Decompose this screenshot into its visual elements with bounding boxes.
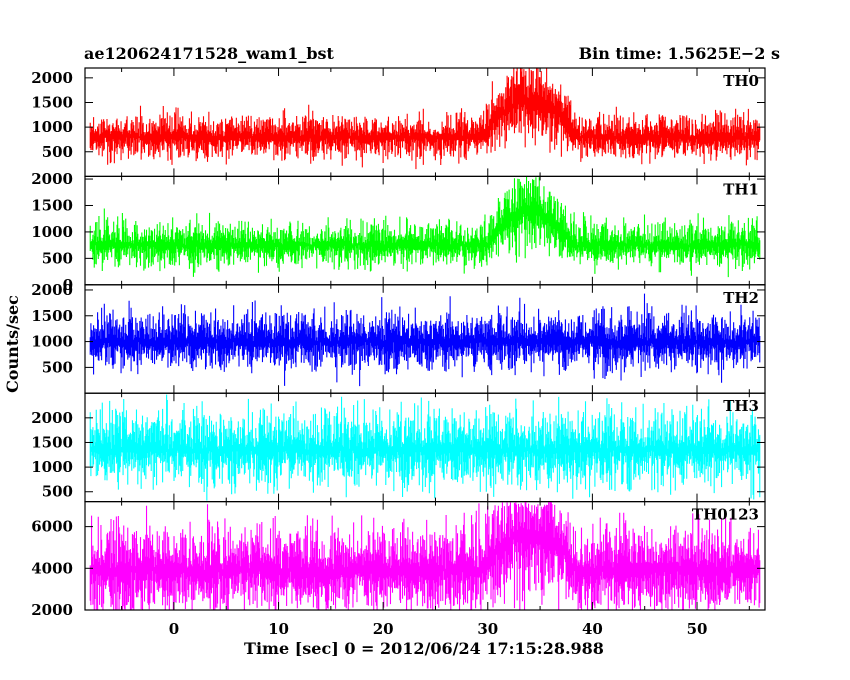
panel-label: TH3	[723, 397, 759, 415]
x-tick-label: 40	[582, 620, 603, 638]
series-th0	[89, 68, 761, 170]
series-th0123	[89, 501, 761, 611]
y-tick-label: 2000	[31, 281, 73, 299]
y-tick-label: 1000	[31, 223, 73, 241]
x-tick-labels: 0 10 20 30 40 50	[169, 620, 708, 638]
y-tick-label: 2000	[31, 601, 73, 619]
x-axis-label: Time [sec] 0 = 2012/06/24 17:15:28.988	[244, 639, 604, 658]
y-tick-label: 1500	[31, 93, 73, 111]
panel-th0123: 2000 4000 6000 TH0123	[31, 501, 766, 619]
y-tick-label: 1500	[31, 307, 73, 325]
series-th3	[89, 394, 761, 501]
x-tick-label: 10	[268, 620, 289, 638]
y-tick-label: 500	[42, 143, 73, 161]
y-tick-label: 1000	[31, 118, 73, 136]
panel-th3: 500 1000 1500 2000 TH3	[31, 392, 766, 503]
x-tick-label: 20	[373, 620, 394, 638]
y-tick-label: 500	[42, 483, 73, 501]
y-tick-label: 1500	[31, 196, 73, 214]
y-tick-label: 1500	[31, 433, 73, 451]
panels: 500 1000 1500 2000 TH0 0 500 1000 1500 2000 TH1 500…	[31, 67, 766, 619]
y-tick-label: 1000	[31, 333, 73, 351]
y-tick-label: 2000	[31, 69, 73, 87]
panel-label: TH1	[723, 180, 759, 198]
y-axis-label: Counts/sec	[3, 295, 22, 393]
file-name-title: ae120624171528_wam1_bst	[84, 44, 335, 63]
panel-label: TH0	[723, 72, 759, 90]
panel-th0: 500 1000 1500 2000 TH0	[31, 67, 766, 178]
panel-label: TH0123	[692, 506, 759, 524]
y-tick-label: 4000	[31, 559, 73, 577]
y-tick-label: 500	[42, 358, 73, 376]
panel-th1: 0 500 1000 1500 2000 TH1	[31, 170, 766, 294]
panel-label: TH2	[723, 289, 759, 307]
y-tick-label: 500	[42, 249, 73, 267]
y-tick-label: 1000	[31, 458, 73, 476]
y-tick-label: 6000	[31, 518, 73, 536]
y-tick-label: 0	[63, 276, 73, 294]
panel-frame	[84, 501, 766, 611]
y-tick-label: 2000	[31, 170, 73, 188]
x-tick-label: 30	[477, 620, 498, 638]
x-tick-label: 0	[169, 620, 179, 638]
series-th1	[89, 176, 761, 278]
y-tick-label: 2000	[31, 409, 73, 427]
series-th2	[89, 293, 761, 387]
bin-time-label: Bin time: 1.5625E−2 s	[579, 44, 780, 63]
panel-th2: 500 1000 1500 2000 TH2	[31, 281, 766, 394]
x-tick-label: 50	[687, 620, 708, 638]
